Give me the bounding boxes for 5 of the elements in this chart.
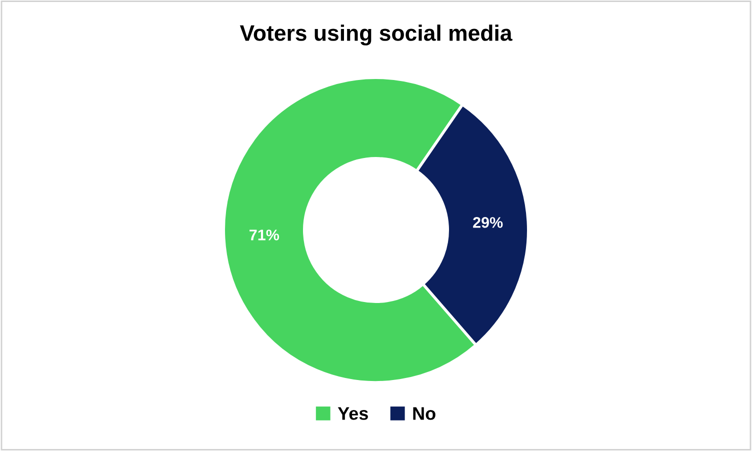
legend-label: No <box>413 407 436 420</box>
data-label: 71% <box>250 230 280 240</box>
data-label: 29% <box>473 217 503 228</box>
legend-label: Yes <box>338 407 368 420</box>
chart-title: Voters using social media <box>240 24 512 46</box>
